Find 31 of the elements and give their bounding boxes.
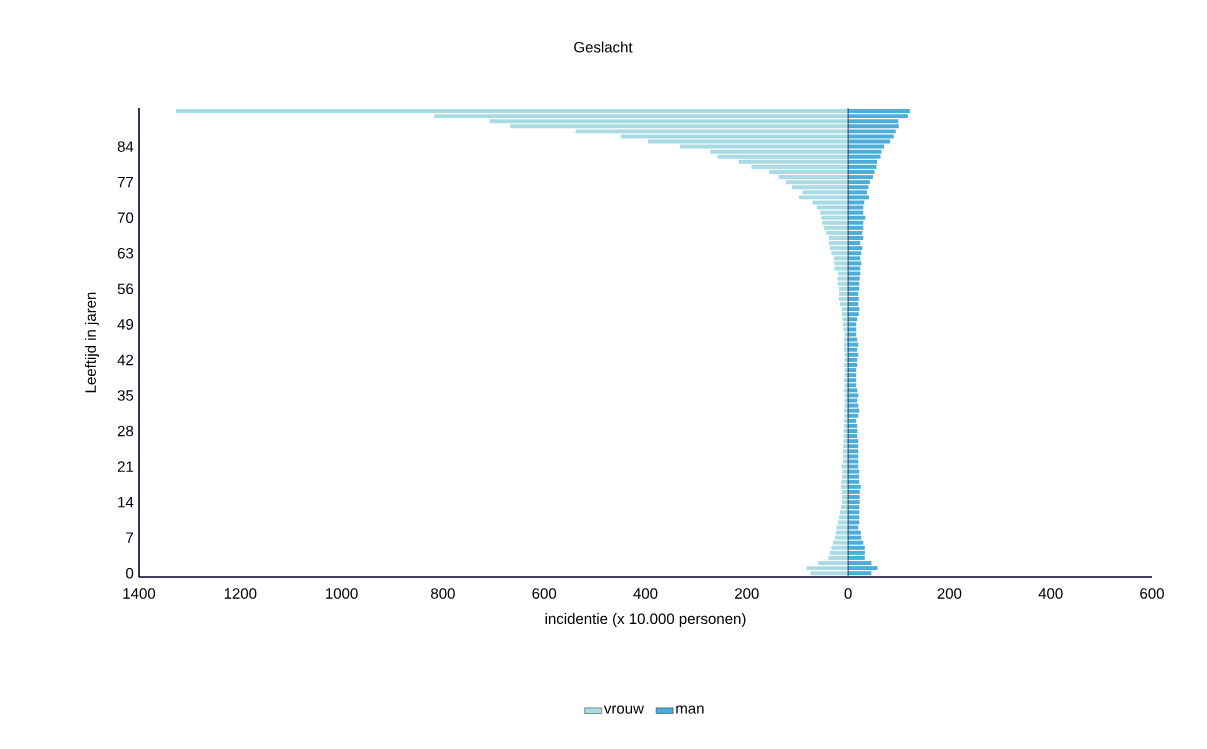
bar — [175, 109, 849, 114]
y-tick-label: 56 — [117, 283, 134, 295]
y-tick-label: 70 — [117, 212, 134, 223]
x-tick-label: 200 — [735, 588, 759, 599]
y-tick-label: 0 — [126, 567, 134, 579]
bar — [848, 109, 910, 114]
x-tick-label: 1000 — [326, 588, 358, 599]
x-tick-label: 1400 — [123, 588, 156, 599]
x-tick-label: 800 — [431, 588, 455, 599]
y-tick-label: 28 — [117, 425, 134, 437]
y-tick-label: 7 — [126, 532, 134, 543]
y-tick-label: 84 — [117, 141, 134, 152]
x-tick-label: 1200 — [224, 588, 257, 599]
y-tick-label: 42 — [117, 354, 134, 366]
legend-label: vrouw — [603, 705, 644, 714]
y-axis-title: Leeftijd in jaren — [84, 292, 99, 393]
y-tick-label: 35 — [117, 390, 134, 401]
x-tick-label: 400 — [633, 588, 658, 599]
x-tick-label: 0 — [844, 588, 852, 599]
y-tick-label: 77 — [117, 176, 134, 188]
legend-label: man — [676, 705, 704, 714]
chart-title: Geslacht — [574, 41, 633, 53]
x-tick-label: 400 — [1038, 588, 1063, 599]
x-tick-label: 600 — [532, 588, 557, 599]
y-tick-label: 21 — [117, 461, 134, 472]
x-axis-title: incidentie (x 10.000 personen) — [545, 613, 746, 627]
y-tick-label: 49 — [117, 319, 134, 330]
y-tick-label: 63 — [117, 247, 134, 259]
x-tick-label: 600 — [1140, 588, 1164, 599]
x-tick-label: 200 — [937, 588, 962, 599]
y-tick-label: 14 — [118, 496, 134, 508]
